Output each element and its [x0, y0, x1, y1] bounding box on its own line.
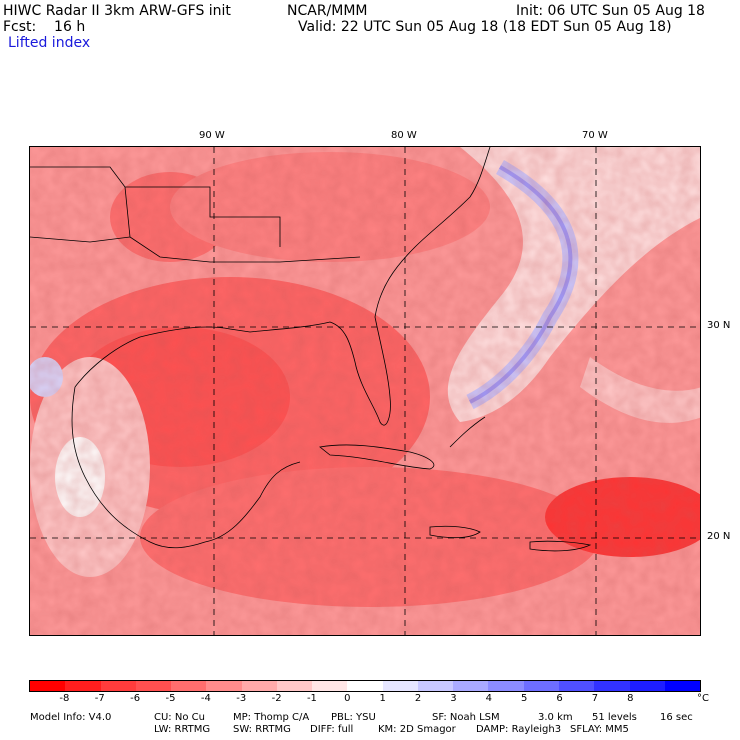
colorbar-tick-label: 6: [556, 693, 563, 704]
colorbar-segment: [276, 681, 313, 691]
colorbar-tick-label: 3: [450, 693, 457, 704]
colorbar-tick-label: 1: [379, 693, 386, 704]
colorbar-segment: [171, 681, 207, 691]
valid-time: Valid: 22 UTC Sun 05 Aug 18 (18 EDT Sun …: [298, 19, 672, 35]
colorbar-segment: [417, 681, 454, 691]
colorbar-segment: [382, 681, 418, 691]
lat-label-30n: 30 N: [707, 320, 731, 331]
colorbar-segment: [453, 681, 489, 691]
colorbar-tick-label: -2: [271, 693, 282, 704]
colorbar-segment: [594, 681, 630, 691]
colorbar-segment: [100, 681, 136, 691]
colorbar-tick-label: -6: [130, 693, 141, 704]
map-panel: [29, 146, 701, 636]
lon-label-70w: 70 W: [582, 130, 608, 141]
footer-sw: SW: RRTMG: [233, 724, 291, 735]
colorbar-segment: [135, 681, 172, 691]
colorbar-segment: [241, 681, 277, 691]
footer-damp: DAMP: Rayleigh3: [476, 724, 562, 735]
footer-km: KM: 2D Smagor: [378, 724, 456, 735]
footer-resolution: 3.0 km: [538, 712, 573, 723]
colorbar-tick-label: 4: [485, 693, 492, 704]
colorbar-tick-label: -5: [165, 693, 176, 704]
colorbar-unit: °C: [697, 693, 709, 704]
footer-pbl: PBL: YSU: [331, 712, 376, 723]
init-time: Init: 06 UTC Sun 05 Aug 18: [516, 3, 705, 19]
colorbar-segment: [65, 681, 101, 691]
footer-sflay: SFLAY: MM5: [570, 724, 629, 735]
colorbar-tick-label: -7: [94, 693, 105, 704]
colorbar-tick-label: 5: [520, 693, 528, 704]
colorbar-tick-label: 8: [627, 693, 634, 704]
colorbar-tick-label: -8: [59, 693, 70, 704]
footer-sf: SF: Noah LSM: [432, 712, 500, 723]
footer-levels: 51 levels: [592, 712, 637, 723]
lon-label-80w: 80 W: [391, 130, 417, 141]
footer-diff: DIFF: full: [310, 724, 354, 735]
model-title: HIWC Radar II 3km ARW-GFS init: [3, 3, 231, 19]
colorbar-segment: [30, 681, 66, 691]
colorbar-tick-label: -1: [306, 693, 317, 704]
lifted-index-field: [30, 147, 700, 635]
colorbar-segment: [312, 681, 348, 691]
colorbar-segment: [558, 681, 595, 691]
colorbar: [29, 680, 701, 692]
colorbar-tick-label: 2: [414, 693, 422, 704]
footer-cu: CU: No Cu: [154, 712, 205, 723]
colorbar-segment: [664, 681, 701, 691]
latlon-grid: [30, 147, 700, 635]
lon-label-90w: 90 W: [199, 130, 225, 141]
footer-mp: MP: Thomp C/A: [233, 712, 310, 723]
source-label: NCAR/MMM: [287, 3, 368, 19]
forecast-hour: Fcst: 16 h: [3, 19, 86, 35]
colorbar-segment: [523, 681, 559, 691]
footer-timestep: 16 sec: [660, 712, 693, 723]
colorbar-tick-label: -4: [200, 693, 211, 704]
colorbar-segment: [347, 681, 383, 691]
colorbar-segment: [629, 681, 665, 691]
lat-label-20n: 20 N: [707, 531, 731, 542]
colorbar-tick-label: 7: [591, 693, 599, 704]
colorbar-segment: [206, 681, 242, 691]
colorbar-tick-label: -3: [236, 693, 247, 704]
field-name: Lifted index: [8, 35, 91, 51]
colorbar-tick-label: 0: [344, 693, 351, 704]
footer-lw: LW: RRTMG: [154, 724, 211, 735]
colorbar-segment: [488, 681, 524, 691]
footer-model-info: Model Info: V4.0: [30, 712, 112, 723]
